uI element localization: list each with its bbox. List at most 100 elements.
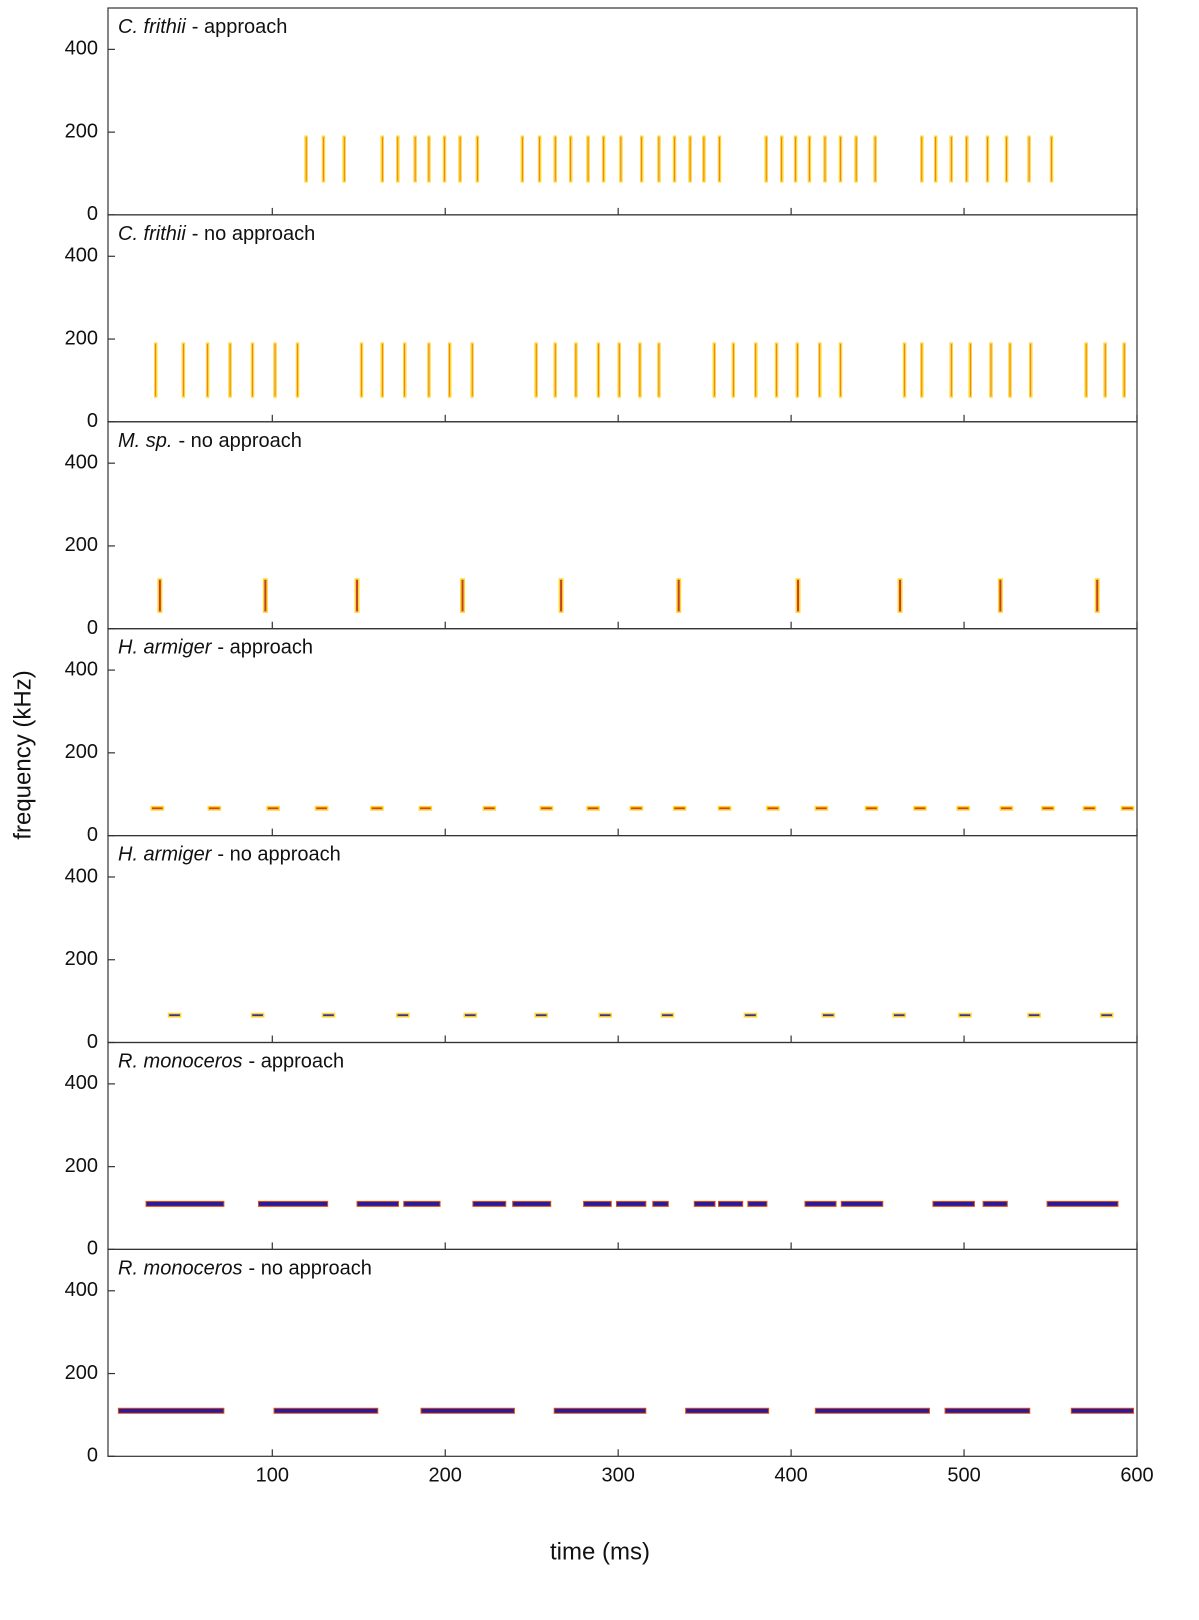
pulse [534, 1012, 549, 1018]
pulse [1029, 342, 1033, 398]
call [747, 1200, 768, 1207]
pulse [150, 805, 165, 811]
panel: R. monoceros - approach 0 200 400 [65, 1041, 1138, 1260]
pulse [892, 1012, 907, 1018]
call [717, 1200, 744, 1207]
y-tick-label: 0 [87, 1031, 98, 1053]
species: H. armiger [118, 844, 213, 866]
pulse [712, 342, 717, 398]
condition: - no approach [178, 430, 301, 452]
pulse [854, 135, 858, 183]
pulse [795, 342, 800, 398]
pulse [359, 342, 364, 398]
pulse [958, 1012, 972, 1018]
x-tick-label: 100 [256, 1465, 289, 1487]
pulse [460, 578, 466, 613]
pulse [985, 135, 990, 183]
pulse [821, 1012, 836, 1018]
pulse [553, 135, 557, 183]
call [840, 1200, 884, 1207]
pulse [482, 805, 497, 811]
pulse [965, 135, 969, 183]
pulse [596, 342, 601, 398]
x-tick-label: 200 [429, 1465, 462, 1487]
call [553, 1407, 647, 1414]
y-tick-label: 0 [87, 824, 98, 846]
call [982, 1200, 1008, 1207]
pulse [779, 135, 784, 183]
pulse [458, 135, 462, 183]
pulse [1027, 135, 1031, 183]
panel-frame [107, 834, 1138, 1044]
pulse [1008, 342, 1012, 398]
pulse [205, 342, 210, 398]
panel: M. sp. - no approach 0 200 400 [65, 421, 1138, 639]
pulse [314, 805, 329, 811]
y-axis-label: frequency (kHz) [9, 670, 36, 839]
panel-title: R. monoceros - no approach [118, 1258, 372, 1280]
pulse [354, 578, 360, 613]
pulse [427, 135, 431, 183]
x-tick-label: 300 [601, 1465, 634, 1487]
pulse [153, 342, 158, 398]
pulse [273, 342, 277, 398]
pulse [807, 135, 812, 183]
pulse [396, 1012, 410, 1018]
call [685, 1407, 770, 1414]
call [145, 1200, 225, 1207]
pulse [754, 342, 758, 398]
pulse [1027, 1012, 1041, 1018]
pulse [793, 135, 798, 183]
panel: H. armiger - approach 0 200 400 [65, 628, 1138, 846]
panel-title: C. frithii - approach [118, 16, 287, 38]
species: C. frithii [118, 16, 186, 38]
pulse [743, 1012, 758, 1018]
pulse [920, 135, 924, 183]
pulse [672, 135, 677, 183]
y-tick-label: 400 [65, 658, 98, 680]
panel-frame [107, 7, 1138, 216]
pulse [873, 135, 877, 183]
pulse [731, 342, 736, 398]
panel: H. armiger - no approach 0 200 400 [65, 834, 1138, 1053]
pulse [181, 342, 186, 398]
pulse [902, 342, 907, 398]
panel: C. frithii - no approach 0 200 400 [65, 214, 1138, 432]
pulse [537, 135, 542, 183]
pulse [717, 805, 732, 811]
call [356, 1200, 400, 1207]
pulse [617, 342, 621, 398]
pulse [266, 805, 280, 811]
species: H. armiger [118, 637, 213, 659]
pulse [1120, 805, 1135, 811]
pulse [999, 805, 1014, 811]
y-tick-label: 400 [65, 245, 98, 267]
x-axis-label: time (ms) [550, 1538, 650, 1565]
condition: - approach [249, 1051, 345, 1073]
panel: C. frithii - approach 0 200 400 [65, 7, 1138, 225]
call [814, 1407, 930, 1414]
call [693, 1200, 716, 1207]
species: R. monoceros [118, 1051, 243, 1073]
call [1070, 1407, 1135, 1414]
call [932, 1200, 975, 1207]
pulse [370, 805, 384, 811]
pulse [638, 342, 642, 398]
panel: R. monoceros - no approach 0 200 400 100 200 30… [65, 1248, 1154, 1487]
pulse [1004, 135, 1009, 183]
panel-frame [107, 214, 1138, 423]
panel-title: H. armiger - approach [118, 637, 313, 659]
pulse [688, 135, 692, 183]
pulse [520, 135, 525, 183]
pulse [586, 135, 590, 183]
pulse [639, 135, 644, 183]
panel-title: H. armiger - no approach [118, 844, 341, 866]
pulse [1099, 1012, 1114, 1018]
y-tick-label: 200 [65, 948, 98, 970]
call [652, 1200, 669, 1207]
pulse [657, 342, 661, 398]
x-tick-label: 400 [774, 1465, 807, 1487]
panel-frame [107, 1041, 1138, 1250]
pulse [427, 342, 431, 398]
call [273, 1407, 379, 1414]
